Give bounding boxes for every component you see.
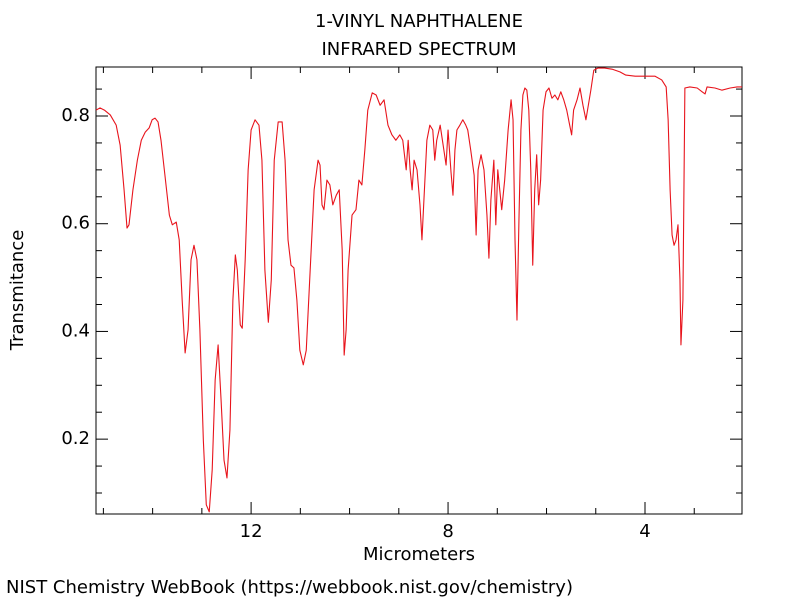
y-axis-label: Transmitance bbox=[7, 230, 28, 352]
y-tick-label: 0.4 bbox=[61, 320, 90, 341]
y-tick-label: 0.8 bbox=[61, 105, 90, 126]
y-tick-label: 0.2 bbox=[61, 428, 90, 449]
x-axis-label: Micrometers bbox=[363, 544, 475, 565]
x-tick-label: 8 bbox=[442, 521, 453, 542]
x-tick-label: 12 bbox=[240, 521, 263, 542]
chart-subtitle: INFRARED SPECTRUM bbox=[321, 39, 516, 60]
y-tick-label: 0.6 bbox=[61, 213, 90, 234]
plot-frame bbox=[95, 66, 743, 515]
spectrum-line bbox=[95, 67, 742, 513]
chart-title: 1-VINYL NAPHTHALENE bbox=[315, 11, 523, 32]
x-tick-label: 4 bbox=[639, 521, 650, 542]
source-note: NIST Chemistry WebBook (https://webbook.… bbox=[6, 577, 573, 598]
